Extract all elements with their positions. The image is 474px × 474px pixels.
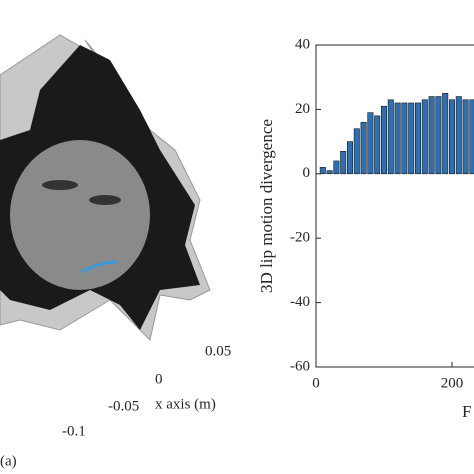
bar <box>387 99 394 175</box>
x-tick-label: 0 <box>312 375 320 391</box>
y-tick-label: -60 <box>290 358 310 374</box>
bar <box>326 170 333 175</box>
bar <box>346 141 353 175</box>
x-tick-label: -0.05 <box>108 398 139 414</box>
x-tick-label: 0.05 <box>205 343 231 359</box>
y-axis-label: 3D lip motion divergence <box>257 119 276 293</box>
bar <box>333 160 340 175</box>
bar <box>340 150 347 175</box>
y-tick-label: 20 <box>295 101 310 117</box>
eye <box>89 195 121 205</box>
bar <box>421 99 428 175</box>
bar <box>319 167 326 175</box>
bar <box>401 102 408 175</box>
axis-label: x axis (m) <box>155 396 216 412</box>
y-tick-label: -40 <box>290 294 310 310</box>
face-render <box>0 34 211 341</box>
bar <box>380 105 387 175</box>
x-tick-label: -0.1 <box>62 423 86 439</box>
x-axis-label: F <box>462 402 471 421</box>
bar <box>428 96 435 175</box>
face-skin <box>10 140 150 290</box>
y-tick-label: 0 <box>303 165 311 181</box>
bar <box>374 115 381 175</box>
x-tick-label: 0 <box>155 371 163 387</box>
panel-label: (a) <box>0 453 17 469</box>
bar <box>394 102 401 175</box>
y-tick-label: 40 <box>295 36 310 52</box>
bar <box>360 121 367 175</box>
bar <box>435 96 442 175</box>
bar <box>455 96 462 175</box>
eye <box>42 180 78 190</box>
bar <box>448 99 455 175</box>
bar <box>414 102 421 175</box>
y-tick-label: -20 <box>290 230 310 246</box>
bar <box>469 99 474 175</box>
bar <box>367 112 374 175</box>
x-tick-label: 200 <box>441 375 464 391</box>
bar <box>408 102 415 175</box>
chart: -60 -40 -20 0 20 40 0 200 3D lip motion divergen… <box>257 36 474 421</box>
bar <box>462 99 469 175</box>
lip-points <box>81 260 119 274</box>
plot-frame <box>315 44 474 368</box>
bar <box>442 93 449 175</box>
bar <box>353 128 360 175</box>
